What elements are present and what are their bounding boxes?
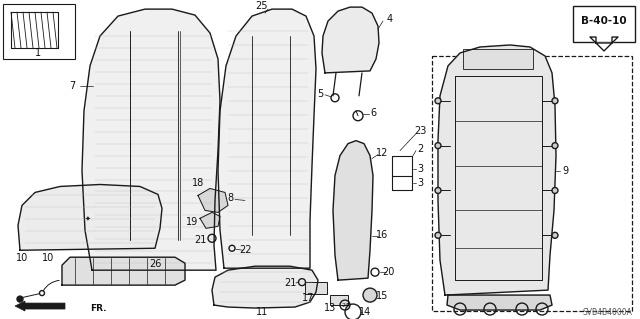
Text: 10: 10 xyxy=(16,253,28,263)
Bar xyxy=(305,282,327,294)
Text: 15: 15 xyxy=(376,291,388,301)
Polygon shape xyxy=(62,257,185,285)
Polygon shape xyxy=(198,189,228,212)
Bar xyxy=(432,56,632,311)
Circle shape xyxy=(435,232,441,238)
Bar xyxy=(3,4,75,59)
Circle shape xyxy=(552,188,558,193)
Text: 20: 20 xyxy=(382,267,394,277)
Polygon shape xyxy=(212,266,318,308)
Text: 11: 11 xyxy=(256,307,268,317)
FancyArrow shape xyxy=(15,301,65,311)
Text: 3: 3 xyxy=(417,164,423,174)
Circle shape xyxy=(435,188,441,193)
Circle shape xyxy=(552,98,558,104)
Text: 21: 21 xyxy=(284,278,296,288)
Text: 12: 12 xyxy=(376,148,388,158)
Text: 10: 10 xyxy=(42,253,54,263)
Text: 22: 22 xyxy=(239,245,252,255)
Polygon shape xyxy=(322,7,379,73)
Text: 19: 19 xyxy=(186,217,198,227)
Polygon shape xyxy=(82,9,220,270)
Circle shape xyxy=(552,143,558,149)
Text: 16: 16 xyxy=(376,230,388,240)
Polygon shape xyxy=(447,295,552,310)
Polygon shape xyxy=(218,9,316,268)
Polygon shape xyxy=(18,184,162,250)
Text: 2: 2 xyxy=(417,144,423,154)
Circle shape xyxy=(435,143,441,149)
Text: FR.: FR. xyxy=(90,304,106,313)
Bar xyxy=(463,49,533,69)
Polygon shape xyxy=(200,212,220,228)
Bar xyxy=(330,295,348,305)
Text: 26: 26 xyxy=(149,259,161,269)
Polygon shape xyxy=(333,141,373,280)
Text: 1: 1 xyxy=(35,48,41,58)
Polygon shape xyxy=(590,37,618,51)
Text: 8: 8 xyxy=(227,193,233,204)
Circle shape xyxy=(363,288,377,302)
Text: 23: 23 xyxy=(414,126,426,136)
Bar xyxy=(573,6,635,42)
Text: ✦: ✦ xyxy=(85,215,91,221)
Circle shape xyxy=(435,98,441,104)
Circle shape xyxy=(17,296,23,302)
Text: 17: 17 xyxy=(302,293,314,303)
Text: 4: 4 xyxy=(387,14,393,24)
Text: 6: 6 xyxy=(370,108,376,118)
Text: 9: 9 xyxy=(562,166,568,175)
Text: 13: 13 xyxy=(324,303,336,313)
Text: 7: 7 xyxy=(69,81,75,91)
Text: 18: 18 xyxy=(192,179,204,189)
Text: 24: 24 xyxy=(341,302,349,308)
Circle shape xyxy=(552,232,558,238)
Text: 5: 5 xyxy=(317,89,323,99)
Text: B-40-10: B-40-10 xyxy=(581,16,627,26)
Text: 14: 14 xyxy=(359,307,371,317)
Text: SVB4B4000A: SVB4B4000A xyxy=(582,308,632,316)
Polygon shape xyxy=(438,45,556,295)
Text: 21: 21 xyxy=(194,235,206,245)
Text: 25: 25 xyxy=(256,1,268,11)
Text: 3: 3 xyxy=(417,179,423,189)
